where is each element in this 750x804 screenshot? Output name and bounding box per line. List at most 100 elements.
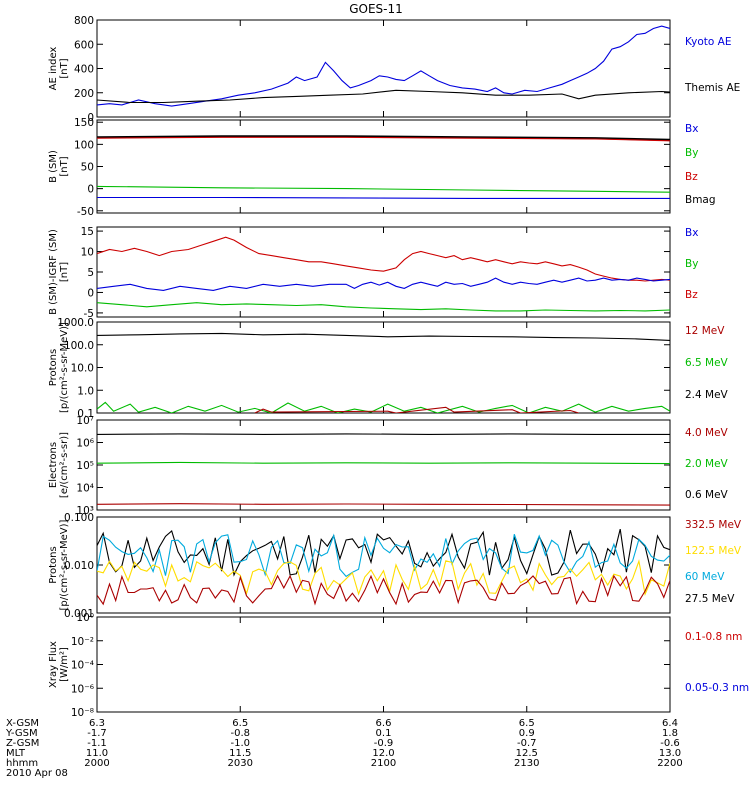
y-axis-label: AE index <box>48 47 59 91</box>
ephemeris-value: -1.0 <box>230 738 250 749</box>
panel-frame <box>96 616 671 713</box>
y-tick-label: 10⁵ <box>76 460 94 472</box>
y-tick-label: 10 <box>81 247 94 259</box>
series-line-122-5-mev <box>97 559 670 596</box>
y-tick-label: 1.0 <box>77 385 94 397</box>
y-tick-label: 0 <box>87 287 94 299</box>
legend-entry: 4.0 MeV <box>685 427 729 439</box>
legend-entry: 0.6 MeV <box>685 489 729 501</box>
ephemeris-value: 2000 <box>84 758 109 769</box>
y-tick-label: 0.001 <box>64 608 94 620</box>
y-tick-label: 10³ <box>76 505 94 517</box>
ephemeris-value: 12.0 <box>372 748 394 759</box>
y-axis-label: [e/(cm²-s-sr)] <box>59 432 70 498</box>
series-line-27-5-mev <box>97 528 670 577</box>
series-line-0-6-mev <box>97 433 670 435</box>
y-axis-label: [p/(cm²-s-sr-MeV)] <box>59 322 70 413</box>
y-tick-label: 0 <box>87 112 94 124</box>
y-tick-label: 0.1 <box>77 408 94 420</box>
y-tick-label: 100 <box>74 139 94 151</box>
y-tick-label: 600 <box>74 39 94 51</box>
y-tick-label: 10⁴ <box>76 483 94 495</box>
y-tick-label: 800 <box>74 15 94 27</box>
series-line-bx <box>97 196 670 199</box>
panel-db: 15 10 5 0 -5 B (SM)-IGRF (SM) [nT] Bx By Bz <box>48 226 698 320</box>
panel-frame <box>96 119 671 214</box>
ephemeris-value: 12.5 <box>516 748 538 759</box>
legend-entry: 0.1-0.8 nm <box>685 631 742 643</box>
legend-entry: By <box>685 147 698 159</box>
ephemeris-value: 2100 <box>371 758 396 769</box>
ephemeris-value: 6.6 <box>376 718 392 729</box>
series-line-bx <box>97 277 670 291</box>
legend-entry: Bx <box>685 123 698 135</box>
ephemeris-value: -1.7 <box>87 728 107 739</box>
y-tick-label: 10⁻⁸ <box>71 707 94 719</box>
y-axis-label: [nT] <box>59 156 70 176</box>
series-line-bmag <box>97 135 670 141</box>
ephemeris-row-label: Z-GSM <box>6 738 39 749</box>
series-line-themis-ae <box>97 89 670 104</box>
y-tick-label: 15 <box>81 226 94 238</box>
ephemeris-value: 11.0 <box>86 748 108 759</box>
ephemeris-row-label: MLT <box>6 748 26 759</box>
y-tick-label: -50 <box>77 206 94 218</box>
legend-entry: Bz <box>685 171 698 183</box>
y-tick-label: 50 <box>81 162 94 174</box>
legend-entry: 332.5 MeV <box>685 519 742 531</box>
y-tick-label: 0.010 <box>64 560 94 572</box>
y-tick-label: 10⁻² <box>71 636 94 648</box>
series-line-bz <box>97 236 670 282</box>
legend-entry: Themis AE <box>684 82 740 94</box>
series-line-60-mev <box>97 533 670 578</box>
y-axis-label: [nT] <box>59 58 70 78</box>
ephemeris-row-label: Y-GSM <box>5 728 38 739</box>
ephemeris-value: -0.6 <box>660 738 680 749</box>
legend-entry: Bz <box>685 289 698 301</box>
y-axis-label: Protons <box>48 349 59 386</box>
legend-entry: 0.05-0.3 nm <box>685 682 749 694</box>
y-tick-label: 100.0 <box>64 340 94 352</box>
y-tick-label: 400 <box>74 64 94 76</box>
series-line-12-mev <box>254 406 579 413</box>
y-axis-label: [p/(cm²-s-sr-MeV)] <box>59 519 70 610</box>
series-line-2-0-mev <box>97 461 670 465</box>
ephemeris-value: 2030 <box>228 758 253 769</box>
series-line-4-0-mev <box>97 503 670 506</box>
y-tick-label: 10⁰ <box>76 612 94 624</box>
y-axis-label: B (SM) <box>48 150 59 183</box>
ephemeris-value: -1.1 <box>87 738 107 749</box>
ephemeris-value: 6.4 <box>662 718 678 729</box>
y-tick-label: 1000.0 <box>57 317 94 329</box>
y-tick-label: 10⁶ <box>76 438 94 450</box>
ephemeris-value: -0.8 <box>230 728 250 739</box>
ephemeris-value: 0.9 <box>519 728 535 739</box>
series-line-by <box>97 302 670 312</box>
legend-entry: 12 MeV <box>685 325 725 337</box>
y-tick-label: 10⁷ <box>76 415 94 427</box>
y-tick-label: 200 <box>74 88 94 100</box>
y-tick-label: 5 <box>87 267 94 279</box>
ephemeris-value: 13.0 <box>659 748 681 759</box>
series-line-kyoto-ae <box>97 25 670 107</box>
y-axis-label: Electrons <box>48 442 59 488</box>
legend-entry: 2.0 MeV <box>685 458 729 470</box>
y-axis-label: Protons <box>48 546 59 583</box>
series-line-bz <box>97 136 670 142</box>
y-tick-label: 10.0 <box>71 363 94 375</box>
legend-entry: By <box>685 258 698 270</box>
legend-entry: Bmag <box>685 194 716 206</box>
y-axis-label: [W/m²] <box>59 647 70 682</box>
legend-entry: Kyoto AE <box>685 36 731 48</box>
panel-frame <box>96 19 671 118</box>
y-tick-label: 0.100 <box>64 512 94 524</box>
ephemeris-value: -0.9 <box>374 738 394 749</box>
y-tick-label: -5 <box>84 308 94 320</box>
panel-hiprotons: 0.100 0.010 0.001 Protons [p/(cm²-s-sr-MeV)]… <box>48 512 742 620</box>
panel-xray: 10⁰ 10⁻² 10⁻⁴ 10⁻⁶ 10⁻⁸ Xray Flux [W/m²] 0.1-0.… <box>48 612 749 719</box>
ephemeris-row-label: X-GSM <box>6 718 39 729</box>
y-tick-label: 150 <box>74 117 94 129</box>
ephemeris-value: 11.5 <box>229 748 251 759</box>
